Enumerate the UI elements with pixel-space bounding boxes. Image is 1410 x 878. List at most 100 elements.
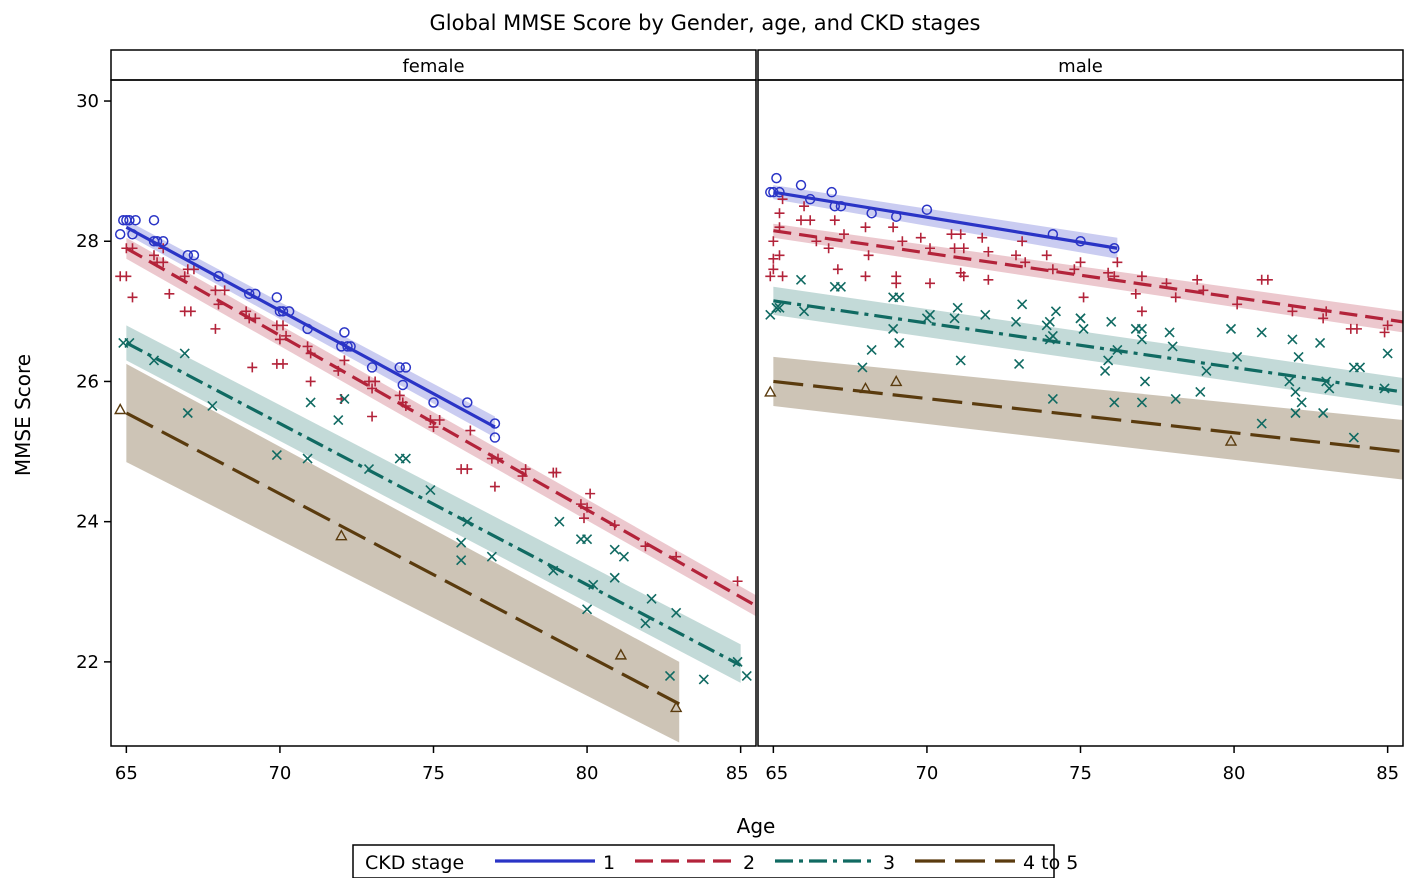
point-male-stage-2-49 [1136,306,1147,317]
point-male-stage-3-2 [774,302,785,313]
x-tick-label-female-70: 70 [268,763,291,784]
panel-label-female: female [402,56,464,77]
point-male-stage-1-11 [921,204,933,215]
point-female-stage-1-28 [428,397,439,408]
x-tick-label-male-85: 85 [1376,763,1399,784]
y-axis: 22 24 26 28 30 [76,91,111,673]
panel-data-female [114,214,756,743]
point-female-stage-3-29 [646,593,657,604]
point-male-stage-3-54 [1290,407,1301,419]
point-male-stage-2-39 [1041,250,1052,261]
point-female-stage-1-26 [400,362,412,373]
point-female-stage-1-29 [462,397,473,408]
point-male-stage-3-39 [1139,376,1151,387]
point-male-stage-2-6 [774,208,785,219]
point-female-stage-4-to-5-0 [114,403,127,415]
point-female-stage-1-25 [394,362,405,373]
point-male-stage-3-62 [1348,432,1359,443]
point-male-stage-1-6 [826,186,837,198]
point-female-stage-2-56 [579,513,589,524]
point-male-stage-2-62 [1379,327,1390,338]
point-female-stage-2-17 [219,285,230,296]
point-male-stage-2-63 [1382,320,1393,331]
point-male-stage-4-to-5-3 [1224,434,1238,446]
point-male-stage-2-35 [983,274,994,285]
legend-entry-stage-4-to-5: 4 to 5 [915,852,1078,874]
point-male-stage-3-56 [1315,337,1326,348]
points-female-stage-3 [118,337,752,685]
point-male-stage-2-54 [1232,299,1243,310]
point-female-stage-3-10 [339,393,350,405]
point-female-stage-2-9 [164,288,175,299]
point-male-stage-2-37 [1017,236,1028,247]
point-female-stage-3-13 [400,453,411,464]
point-male-stage-2-58 [1318,313,1329,324]
point-male-stage-3-64 [1382,348,1393,359]
point-male-stage-2-29 [955,229,966,240]
point-male-stage-4-to-5-2 [890,375,903,387]
point-male-stage-3-19 [1010,316,1022,327]
point-female-stage-3-30 [664,670,676,681]
point-female-stage-1-5 [130,214,141,226]
point-male-stage-2-3 [768,236,779,247]
point-male-stage-2-11 [805,215,816,226]
point-female-stage-1-21 [339,327,350,338]
point-male-stage-2-40 [1047,264,1058,275]
band-male-stage-4-to-5 [773,356,1403,480]
point-female-stage-3-8 [305,397,316,408]
legend-label-stage-1: 1 [603,852,615,874]
point-female-stage-2-49 [489,481,500,492]
point-male-stage-2-56 [1262,274,1273,285]
point-male-stage-3-53 [1293,351,1304,362]
point-male-stage-3-1 [771,302,782,313]
legend-entries: 1 2 3 4 to 5 [495,852,1078,874]
point-male-stage-2-13 [823,243,834,254]
point-female-stage-3-32 [698,674,709,685]
legend-label-stage-3: 3 [883,852,895,874]
point-male-stage-3-27 [1047,393,1058,405]
point-female-stage-2-46 [462,464,473,475]
legend-entry-stage-2: 2 [635,852,755,874]
point-male-stage-2-48 [1136,271,1147,282]
point-female-stage-2-15 [210,285,221,296]
point-male-stage-3-61 [1354,362,1366,373]
point-female-stage-3-18 [486,551,497,562]
point-male-stage-3-12 [894,337,905,348]
chart-panels: female 65 70 75 80 85 male 65 70 75 80 85 22 24 26 28 30 [76,49,1404,784]
point-female-stage-2-37 [370,376,381,387]
fit-line-female-stage-4-to-5 [125,411,680,706]
point-female-stage-2-18 [210,323,221,334]
point-male-stage-2-26 [925,278,935,289]
point-male-stage-2-2 [768,253,779,264]
point-female-stage-2-4 [127,292,138,303]
point-female-stage-1-13 [243,288,255,300]
point-male-stage-3-8 [866,344,877,355]
point-male-stage-2-38 [1020,257,1031,268]
point-male-stage-3-47 [1232,351,1243,362]
point-male-stage-1-4 [795,179,807,191]
point-female-stage-3-16 [456,537,467,548]
point-male-stage-3-43 [1170,393,1181,405]
point-male-stage-3-20 [1014,358,1025,369]
point-male-stage-2-16 [839,229,849,240]
fit-line-female-stage-3 [125,341,742,667]
point-male-stage-2-47 [1130,288,1141,299]
point-female-stage-2-12 [188,264,199,275]
point-male-stage-2-46 [1112,257,1123,268]
point-female-stage-3-28 [640,618,651,629]
point-male-stage-3-16 [952,302,963,313]
point-female-stage-3-9 [333,414,344,426]
point-male-stage-2-25 [925,243,935,254]
point-male-stage-3-32 [1103,355,1114,366]
point-female-stage-3-14 [425,485,436,496]
point-female-stage-2-25 [278,320,288,331]
point-female-stage-3-3 [179,348,190,359]
point-female-stage-1-24 [366,362,378,373]
point-male-stage-2-18 [863,250,874,261]
y-tick-label-30: 30 [76,91,99,112]
point-female-stage-3-20 [554,516,565,527]
point-male-stage-2-42 [1075,257,1086,268]
point-male-stage-3-49 [1256,418,1267,429]
point-female-stage-3-31 [671,607,682,618]
fit-line-male-stage-3 [773,299,1403,394]
